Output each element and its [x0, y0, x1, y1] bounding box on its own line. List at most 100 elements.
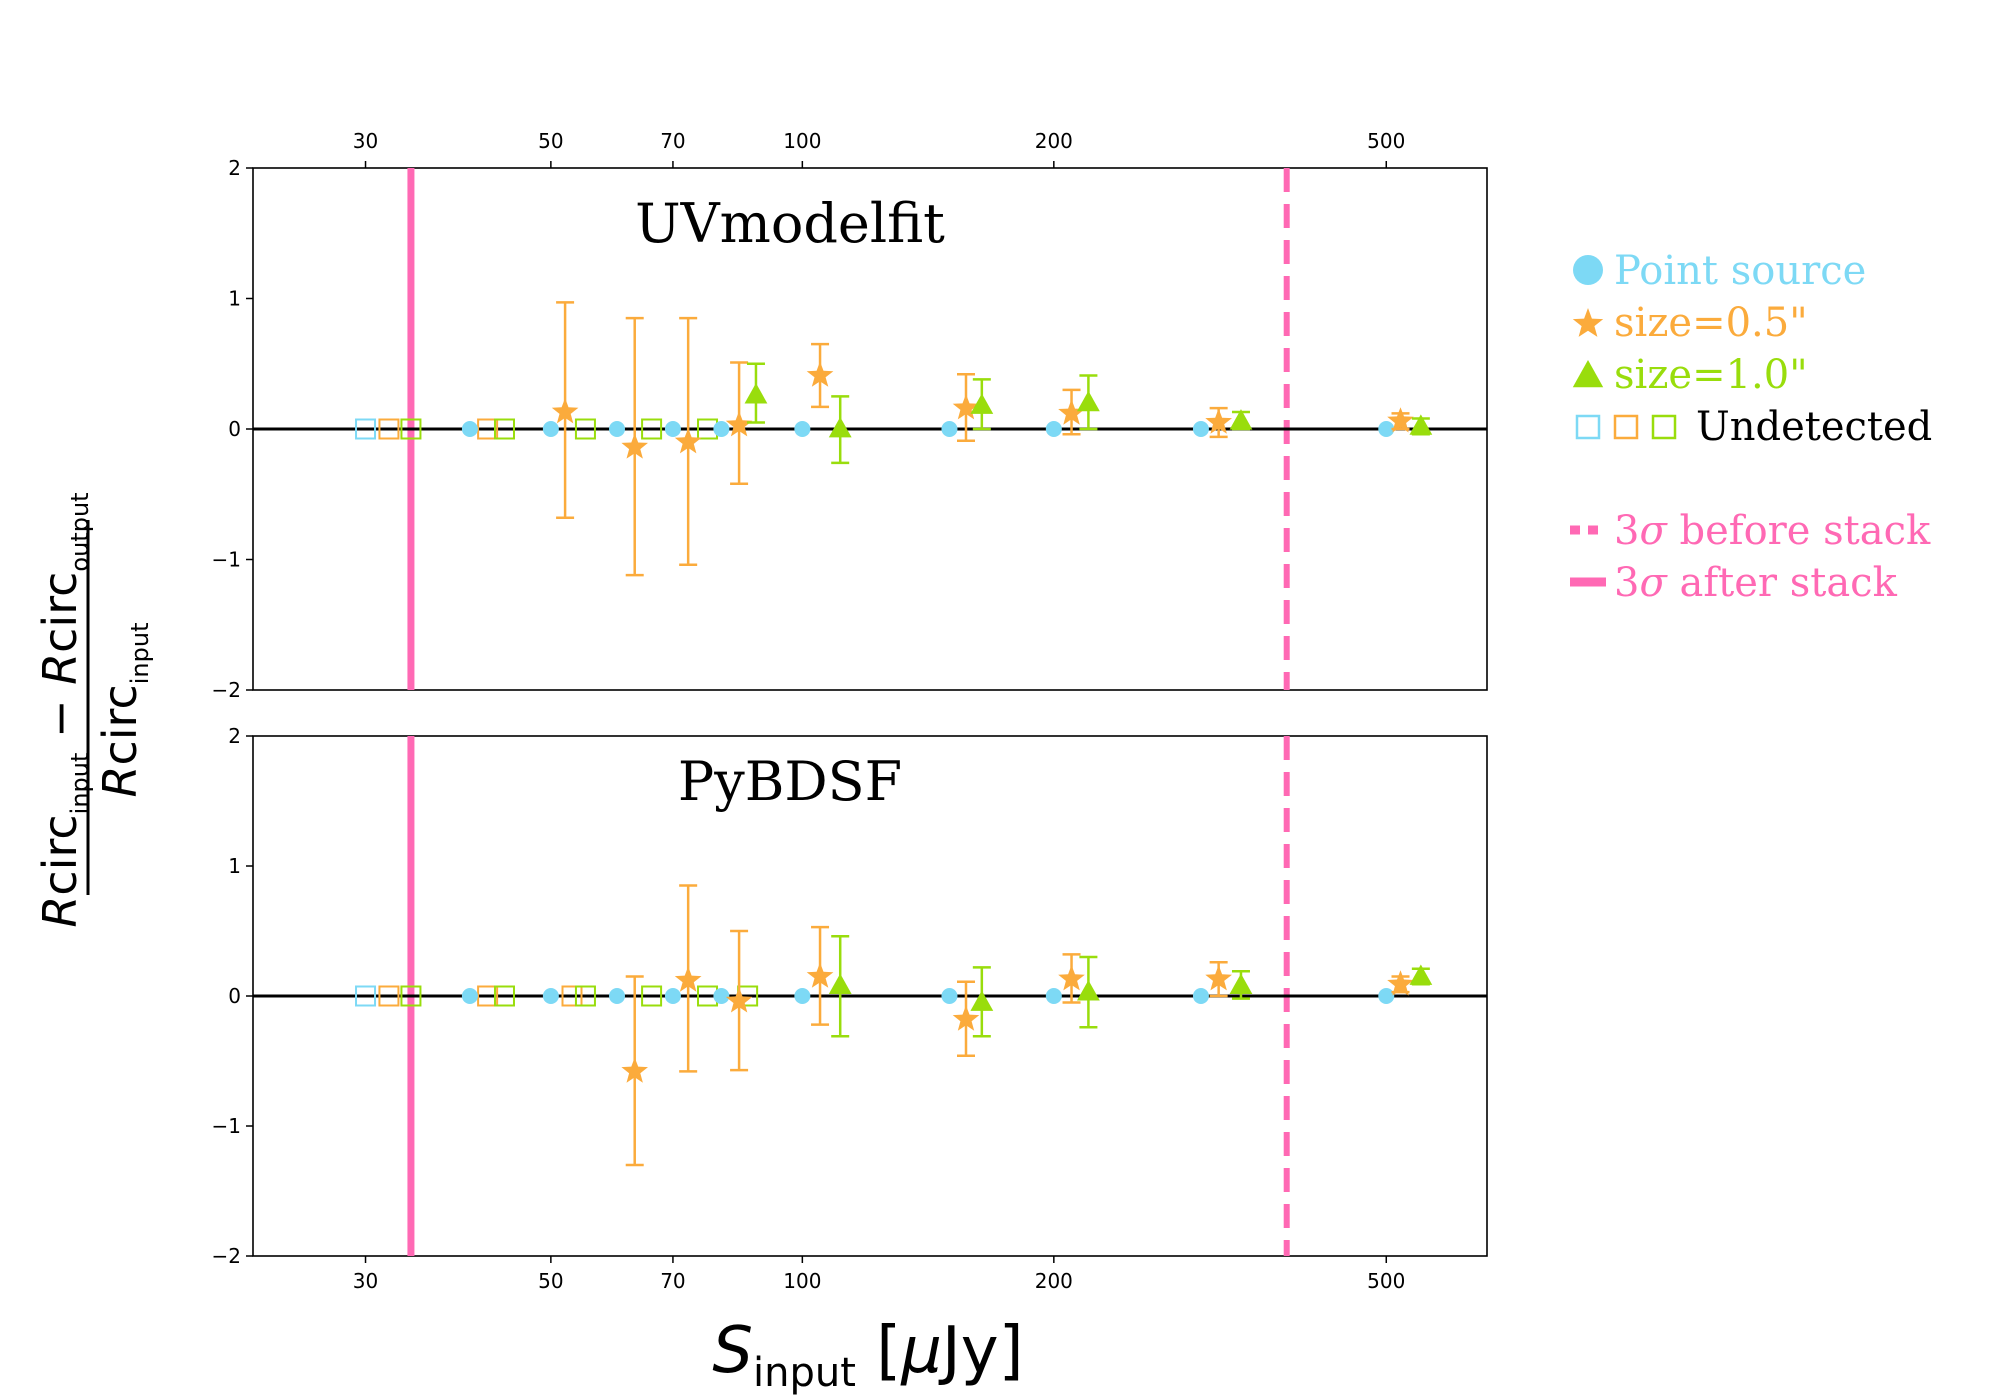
size05-marker: [806, 361, 834, 387]
y-tick-label: −2: [212, 1244, 241, 1268]
size10-marker: [970, 990, 994, 1011]
y-tick-label: −1: [212, 548, 241, 572]
legend-item-3: Undetected: [1575, 404, 1932, 450]
legend-line-label: 3σ after stack: [1614, 560, 1898, 606]
legend-label: Point source: [1614, 248, 1866, 294]
legend-star-icon: [1572, 308, 1604, 337]
point-source-marker: [1378, 988, 1395, 1004]
point-source-marker: [1192, 988, 1209, 1004]
size05-marker: [806, 962, 834, 988]
x-tick-label-top: 100: [783, 129, 821, 153]
size10-marker: [1077, 390, 1100, 412]
size10-marker: [970, 393, 994, 414]
point-source-marker: [1378, 421, 1395, 437]
undetected-marker: [400, 985, 422, 1007]
undetected-marker: [477, 418, 499, 440]
size05-marker: [621, 1057, 648, 1083]
point-source-marker: [1192, 421, 1209, 437]
point-source-marker: [1045, 988, 1062, 1004]
legend-item-1: size=0.5": [1572, 300, 1808, 346]
legend-square-icon: [1613, 414, 1639, 440]
undetected-marker: [355, 985, 377, 1007]
size05-marker: [952, 1005, 980, 1031]
y-tick-label: 2: [228, 156, 241, 180]
size05-marker: [1205, 965, 1232, 991]
legend-square-icon: [1575, 414, 1601, 440]
undetected-marker: [400, 418, 422, 440]
legend-line-1: 3σ after stack: [1570, 560, 1898, 606]
undetected-marker: [378, 418, 400, 440]
x-tick-label-top: 70: [660, 129, 685, 153]
size10-marker: [744, 383, 768, 404]
undetected-marker: [641, 418, 663, 440]
undetected-marker: [561, 985, 583, 1007]
undetected-marker: [355, 418, 377, 440]
x-tick-label-top: 500: [1367, 129, 1405, 153]
size05-marker: [621, 433, 648, 459]
x-tick-label: 50: [538, 1269, 563, 1293]
y-label-denominator: Rcircinput: [93, 623, 154, 798]
x-tick-label-top: 50: [538, 129, 563, 153]
point-source-marker: [794, 421, 811, 437]
size05-marker: [674, 428, 702, 454]
y-tick-label: −1: [212, 1114, 241, 1138]
panel-title: UVmodelfit: [635, 192, 945, 255]
y-tick-label: −2: [212, 678, 241, 702]
legend-item-0: Point source: [1573, 248, 1866, 294]
x-axis-label: Sinput [μJy]: [712, 1314, 1023, 1396]
y-tick-label: 1: [228, 854, 241, 878]
x-tick-label: 500: [1367, 1269, 1405, 1293]
legend-square-icon: [1651, 414, 1677, 440]
undetected-marker: [493, 418, 515, 440]
size10-marker: [828, 973, 852, 994]
undetected-marker: [574, 985, 596, 1007]
y-tick-label: 0: [228, 984, 241, 1008]
undetected-marker: [493, 985, 515, 1007]
point-source-marker: [461, 421, 478, 437]
undetected-marker: [378, 985, 400, 1007]
legend-circle-icon: [1573, 255, 1603, 285]
size05-marker: [1387, 970, 1414, 996]
x-tick-label: 200: [1035, 1269, 1073, 1293]
size05-marker: [1205, 408, 1232, 434]
size05-marker: [725, 411, 753, 437]
point-source-marker: [713, 988, 730, 1004]
size10-marker: [828, 417, 852, 438]
size10-marker: [1409, 414, 1433, 435]
point-source-marker: [609, 988, 626, 1004]
point-source-marker: [664, 421, 681, 437]
y-tick-label: 2: [228, 724, 241, 748]
size05-marker: [1058, 399, 1085, 425]
size10-marker: [1229, 973, 1253, 994]
point-source-marker: [664, 988, 681, 1004]
size10-marker: [1409, 964, 1433, 985]
panel-0: −2 −1 0 1 2 30 50 70 100 200 500 UVmodelfit: [212, 129, 1488, 702]
x-tick-label-top: 200: [1035, 129, 1073, 153]
x-tick-label: 30: [353, 1269, 378, 1293]
size10-marker: [1229, 409, 1253, 430]
point-source-marker: [941, 988, 958, 1004]
legend-item-2: size=1.0": [1572, 352, 1808, 398]
size05-marker: [952, 394, 980, 420]
point-source-marker: [713, 421, 730, 437]
x-tick-label: 70: [660, 1269, 685, 1293]
x-tick-label-top: 30: [353, 129, 378, 153]
point-source-marker: [542, 988, 559, 1004]
point-source-marker: [794, 988, 811, 1004]
size05-marker: [1387, 407, 1414, 433]
undetected-marker: [574, 418, 596, 440]
point-source-marker: [609, 421, 626, 437]
y-axis-label: Rcircinput − Rcircoutput Rcircinput: [33, 492, 154, 927]
y-tick-label: 1: [228, 287, 241, 311]
point-source-marker: [542, 421, 559, 437]
panel-title: PyBDSF: [678, 750, 902, 813]
undetected-marker: [477, 985, 499, 1007]
legend-line-label: 3σ before stack: [1614, 508, 1931, 554]
point-source-marker: [1045, 421, 1062, 437]
legend: Point source size=0.5" size=1.0" Undetected…: [1570, 248, 1932, 606]
size10-marker: [1077, 980, 1100, 1001]
undetected-marker: [641, 985, 663, 1007]
y-label-numerator: Rcircinput − Rcircoutput: [33, 492, 94, 927]
panel-1: −2 −1 0 1 2 30 50 70 100 200 500 PyBDSF: [212, 724, 1488, 1293]
